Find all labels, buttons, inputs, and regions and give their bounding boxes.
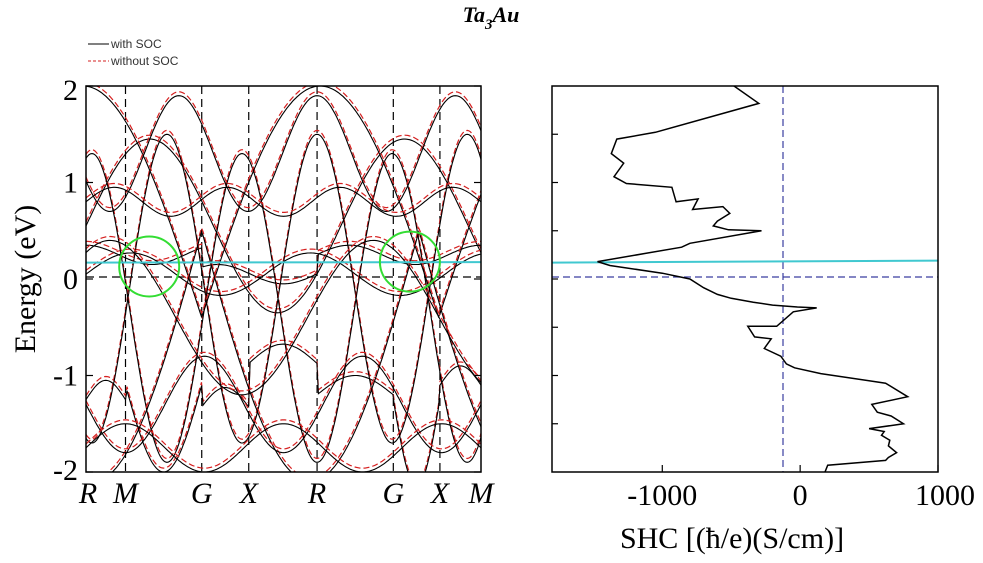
highlight-circle [378, 230, 441, 293]
band-line-with-soc [86, 239, 481, 396]
band-line-with-soc [86, 186, 481, 217]
y-axis-ticks: 2 1 0 -1 -2 [53, 74, 481, 487]
shc-reference-line [551, 259, 939, 264]
band-line-with-soc [86, 423, 481, 472]
legend-label-with-soc: with SOC [110, 37, 162, 51]
figure-title: Ta3Au [463, 2, 520, 33]
band-line-without-soc [86, 235, 481, 392]
band-line-without-soc [86, 240, 481, 281]
band-line-without-soc [86, 248, 481, 293]
band-line-with-soc [86, 138, 481, 314]
band-line-without-soc [86, 182, 481, 213]
y-tick-label: 1 [63, 167, 78, 200]
band-line-with-soc [86, 355, 481, 454]
shc-panel: -1000 0 1000 SHC [(ħ/e)(S/cm)] [551, 85, 975, 555]
k-point-label: X [239, 477, 260, 510]
legend-label-without-soc: without SOC [110, 54, 179, 68]
shc-curve [597, 86, 910, 472]
band-line-without-soc [86, 149, 481, 460]
shc-y-ticks [552, 133, 558, 425]
band-line-without-soc [106, 226, 481, 472]
y-tick-label: -2 [53, 454, 78, 487]
band-curves [86, 86, 481, 472]
band-line-with-soc [86, 343, 481, 472]
k-point-label: R [78, 477, 97, 510]
band-line-with-soc [86, 95, 481, 212]
y-axis-label: Energy (eV) [9, 205, 42, 354]
k-point-label: G [191, 477, 213, 510]
y-tick-label: -1 [53, 360, 78, 393]
band-line-without-soc [86, 419, 481, 469]
highlight-circles [118, 230, 441, 298]
band-line-without-soc [86, 351, 481, 450]
highlight-circle [118, 235, 181, 298]
legend: with SOC without SOC [88, 37, 179, 68]
band-line-without-soc [86, 91, 481, 209]
band-line-with-soc [111, 229, 481, 472]
y-tick-label: 0 [63, 263, 78, 296]
k-point-label: M [468, 477, 496, 510]
band-line-without-soc [86, 339, 481, 472]
y-tick-label: 2 [63, 74, 78, 107]
x-axis-label: SHC [(ħ/e)(S/cm)] [620, 522, 844, 555]
shc-x-ticks: -1000 0 1000 [627, 465, 975, 512]
k-point-label: X [430, 477, 451, 510]
band-line-without-soc [95, 86, 481, 315]
band-line-without-soc [86, 129, 481, 440]
shc-x-tick-label: -1000 [627, 479, 697, 512]
band-line-with-soc [86, 244, 481, 285]
k-point-label: R [307, 477, 326, 510]
k-point-label: G [382, 477, 404, 510]
shc-plot-frame [551, 85, 939, 473]
k-point-label: M [112, 477, 140, 510]
shc-x-tick-label: 0 [793, 479, 808, 512]
shc-x-tick-label: 1000 [915, 479, 975, 512]
k-point-divider-lines [124, 86, 441, 472]
